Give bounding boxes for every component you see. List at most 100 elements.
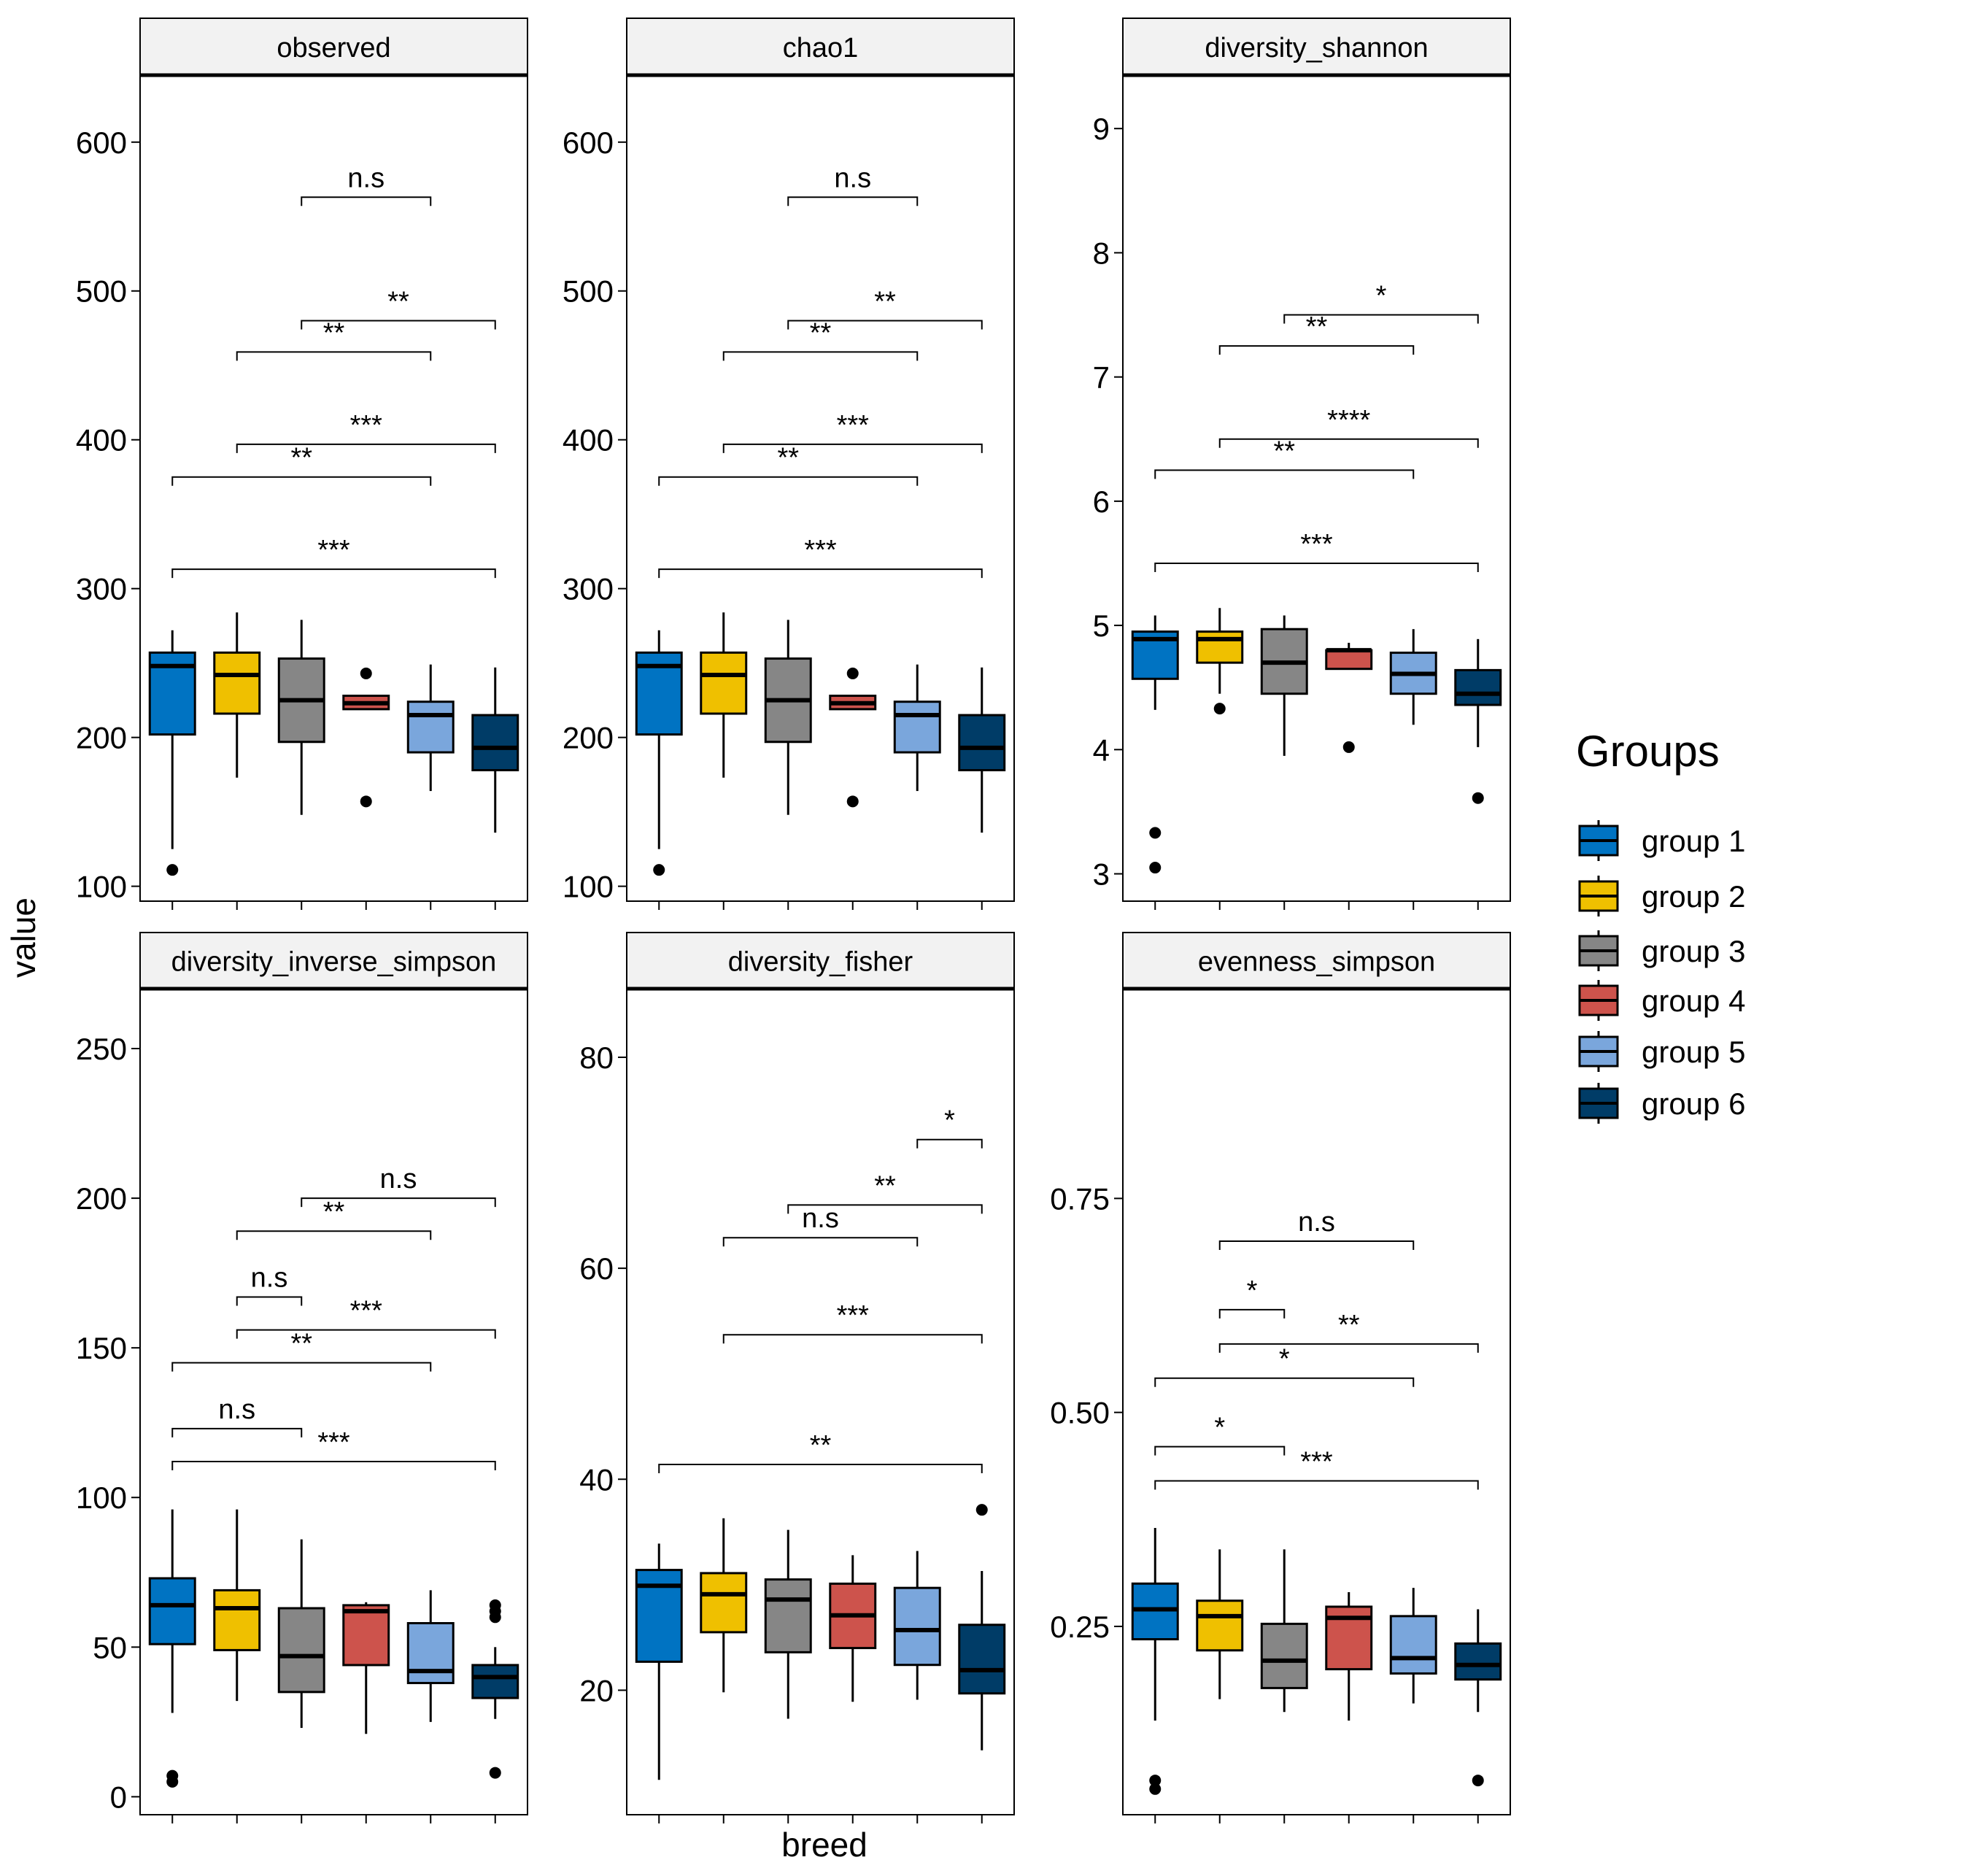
bracket-line: [722, 351, 919, 361]
box-group-1: [148, 630, 196, 876]
outlier-point: [166, 1769, 179, 1782]
legend: Groups group 1 group 2 group 3 group 4 group…: [1576, 727, 1745, 1124]
box-iqr: [471, 1664, 519, 1699]
bracket-line: [1154, 1445, 1286, 1456]
significance-label: n.s: [834, 163, 871, 193]
significance-label: **: [387, 287, 409, 317]
y-tick-label: 500: [563, 274, 614, 309]
box-group-4: [1325, 1592, 1373, 1721]
legend-label: group 1: [1642, 824, 1745, 858]
significance-bracket: ***: [722, 1300, 983, 1344]
outlier-point: [1342, 741, 1355, 753]
y-tick-label: 400: [76, 423, 127, 458]
y-tick-label: 200: [76, 1181, 127, 1216]
bracket-line: [171, 1461, 496, 1471]
box-iqr: [406, 700, 455, 754]
bracket-line: [658, 1464, 983, 1474]
y-tick-label: 100: [76, 1481, 127, 1515]
box-iqr: [893, 700, 941, 754]
box-group-6: [471, 667, 519, 833]
box-iqr: [471, 714, 519, 772]
significance-bracket: n.s: [236, 1262, 303, 1306]
significance-label: n.s: [802, 1203, 839, 1234]
significance-label: **: [810, 1430, 832, 1461]
bracket-line: [787, 1204, 983, 1214]
significance-bracket: **: [722, 317, 919, 361]
box-group-1: [1131, 1528, 1179, 1795]
legend-entry-group-3: group 3: [1578, 930, 1745, 971]
significance-label: **: [777, 443, 799, 474]
box-iqr: [1389, 1615, 1437, 1675]
significance-label: **: [323, 1197, 345, 1227]
y-tick-label: 0.75: [1050, 1181, 1110, 1216]
significance-bracket: **: [658, 1430, 983, 1474]
significance-label: *: [1247, 1275, 1258, 1306]
significance-label: n.s: [218, 1394, 255, 1425]
legend-entry-group-5: group 5: [1578, 1031, 1745, 1072]
bracket-line: [301, 196, 432, 206]
significance-bracket: n.s: [301, 163, 432, 206]
box-group-1: [1131, 615, 1179, 874]
outlier-point: [360, 667, 372, 679]
significance-bracket: ***: [171, 535, 496, 579]
y-tick-label: 4: [1093, 733, 1110, 767]
outlier-point: [653, 864, 665, 876]
box-group-5: [1389, 1588, 1437, 1704]
legend-label: group 2: [1642, 879, 1745, 914]
bracket-line: [236, 1296, 303, 1306]
significance-label: n.s: [1298, 1207, 1335, 1238]
box-group-3: [277, 1539, 325, 1729]
y-tick-label: 100: [563, 870, 614, 904]
significance-label: ***: [317, 1427, 350, 1458]
box-iqr: [700, 1572, 748, 1634]
box-iqr: [406, 1622, 455, 1685]
bracket-line: [1283, 314, 1479, 324]
legend-label: group 3: [1642, 934, 1745, 968]
bracket-line: [1218, 345, 1415, 355]
legend-entry-group-1: group 1: [1578, 820, 1745, 861]
y-tick-label: 5: [1093, 609, 1110, 643]
significance-bracket: n.s: [301, 1164, 496, 1208]
bracket-line: [236, 443, 496, 453]
significance-label: ***: [1300, 1447, 1333, 1478]
bracket-line: [301, 320, 496, 330]
facet-strip: [1122, 932, 1511, 989]
outlier-point: [975, 1504, 988, 1516]
box-group-3: [1260, 1549, 1308, 1713]
box-group-3: [764, 619, 812, 815]
outlier-point: [1149, 827, 1162, 839]
outlier-point: [489, 1767, 501, 1779]
y-tick-label: 400: [563, 423, 614, 458]
significance-label: *: [1376, 281, 1387, 312]
significance-label: ***: [1300, 529, 1333, 560]
facet-title: chao1: [783, 33, 859, 63]
significance-label: ***: [350, 1296, 383, 1327]
box-iqr: [958, 1624, 1006, 1695]
outlier-point: [846, 795, 859, 808]
significance-bracket: **: [171, 1329, 432, 1372]
significance-bracket: **: [1218, 312, 1415, 355]
significance-bracket: n.s: [722, 1203, 919, 1247]
facet-title: diversity_fisher: [728, 947, 913, 978]
box-iqr: [213, 1589, 261, 1651]
significance-label: *: [1279, 1344, 1290, 1375]
y-tick-label: 600: [563, 126, 614, 160]
y-tick-label: 0.50: [1050, 1396, 1110, 1430]
legend-entry-group-2: group 2: [1578, 876, 1745, 916]
facet-strip: [1122, 18, 1511, 76]
outlier-point: [1149, 1783, 1162, 1795]
bracket-line: [236, 351, 432, 361]
box-iqr: [213, 651, 261, 715]
outlier-point: [1472, 1775, 1484, 1787]
significance-bracket: **: [787, 287, 983, 330]
significance-label: **: [810, 317, 832, 348]
box-iqr: [958, 714, 1006, 772]
facet-title: observed: [277, 33, 390, 63]
panel-border: [139, 988, 528, 1815]
y-tick-label: 40: [579, 1462, 614, 1497]
bracket-line: [1218, 1343, 1479, 1353]
box-group-4: [829, 1555, 877, 1702]
panel-border: [1122, 74, 1511, 902]
box-group-4: [829, 667, 877, 808]
